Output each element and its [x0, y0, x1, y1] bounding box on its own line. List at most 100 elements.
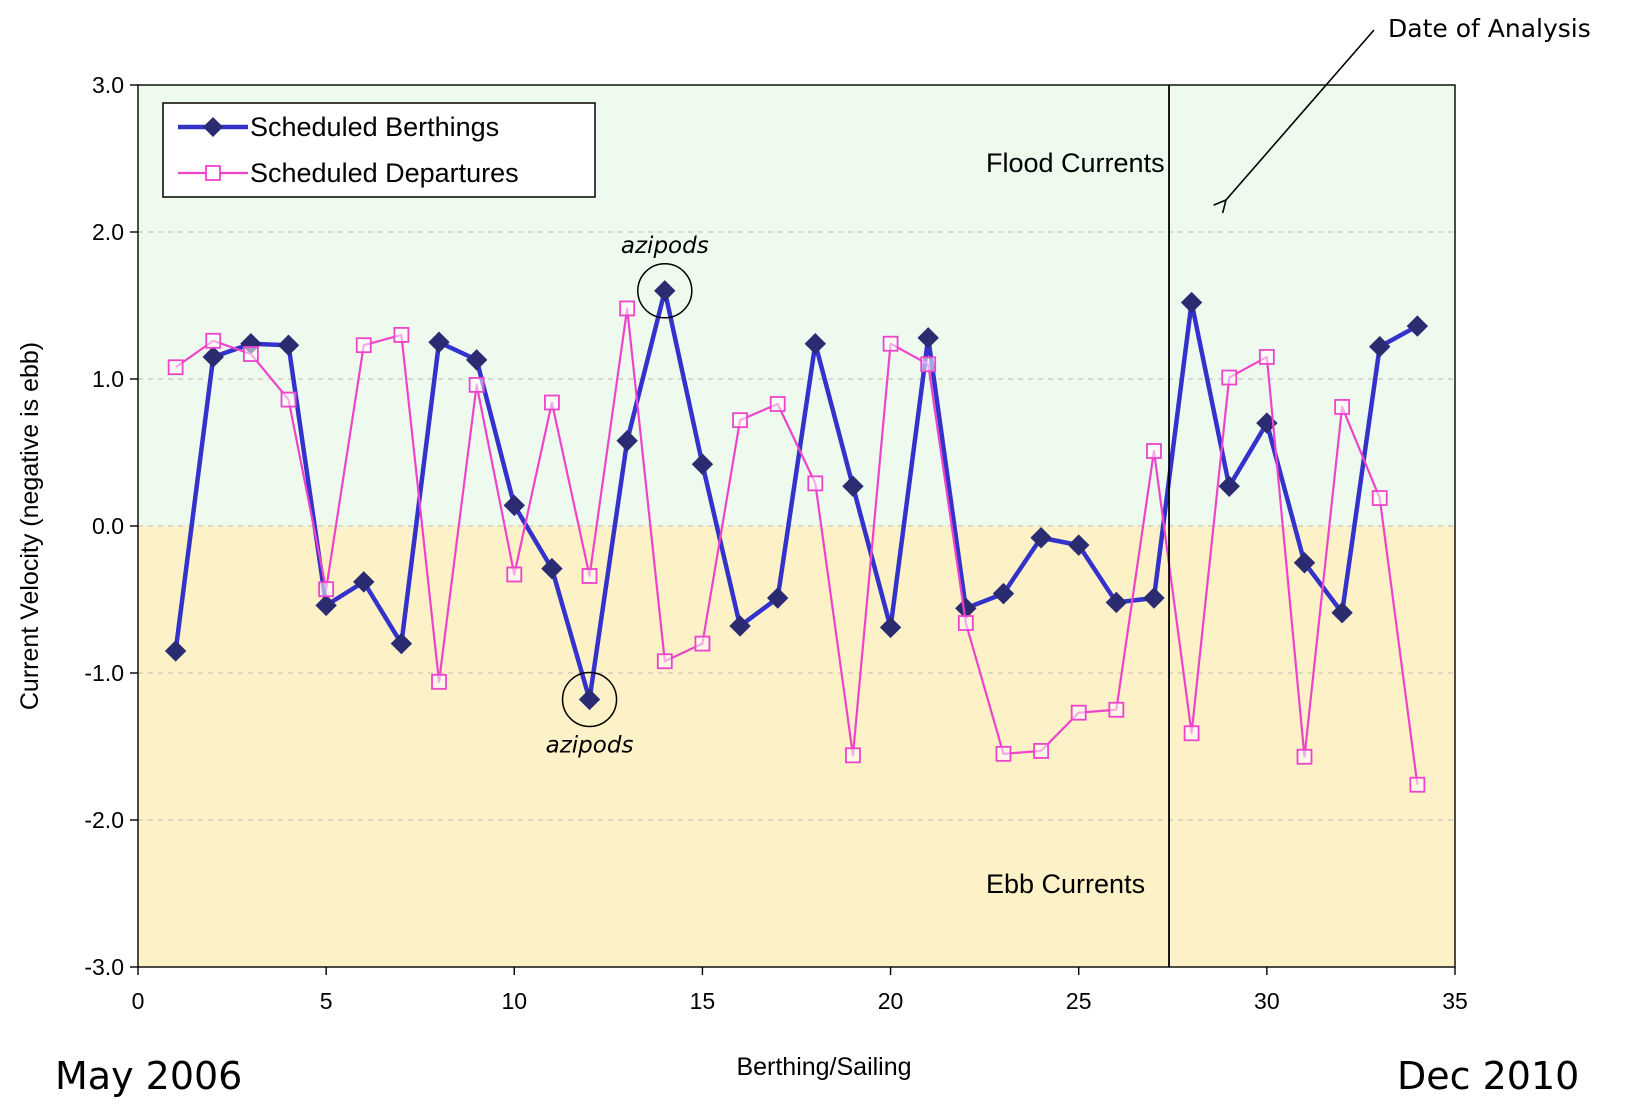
- y-axis-title: Current Velocity (negative is ebb): [16, 342, 44, 710]
- ebb-currents-label: Ebb Currents: [986, 869, 1145, 899]
- departure-point: [1221, 369, 1238, 386]
- berthing-point: [541, 557, 563, 580]
- y-tick-label: -1.0: [84, 660, 124, 686]
- berthing-point: [164, 640, 187, 662]
- departure-point: [1334, 399, 1351, 415]
- berthing-point: [1180, 291, 1203, 314]
- departure-point: [1183, 725, 1200, 742]
- ebb-region: [138, 526, 1455, 967]
- departure-point: [205, 332, 222, 349]
- departures-line: [174, 307, 1419, 785]
- departure-point: [393, 326, 410, 343]
- start-date-caption: May 2006: [55, 1054, 243, 1098]
- departure-point: [1409, 776, 1426, 793]
- x-tick-label: 15: [690, 988, 716, 1014]
- berthing-point: [1369, 335, 1391, 358]
- x-tick-label: 5: [320, 988, 333, 1014]
- berthing-point: [729, 615, 751, 637]
- departure-point: [468, 376, 485, 393]
- legend-box: [162, 102, 596, 198]
- x-tick-label: 0: [132, 988, 145, 1014]
- departure-point: [619, 300, 636, 317]
- berthing-point: [766, 587, 789, 609]
- x-tick-label: 30: [1254, 988, 1280, 1014]
- berthing-point: [1331, 602, 1353, 624]
- x-tick-label: 20: [878, 988, 904, 1014]
- berthing-point: [202, 346, 224, 368]
- berthing-point: [1105, 591, 1128, 614]
- y-tick-label: 0.0: [92, 513, 124, 539]
- berthing-point: [804, 333, 827, 355]
- departure-point: [280, 391, 297, 408]
- berthing-point: [503, 494, 525, 517]
- berthing-point: [315, 594, 337, 617]
- x-axis-title: Berthing/Sailing: [736, 1053, 911, 1081]
- legend-berthings-label: Scheduled Berthings: [250, 112, 499, 142]
- berthing-point: [277, 334, 300, 356]
- departure-point: [581, 568, 598, 584]
- y-tick-label: -3.0: [84, 954, 124, 980]
- azipods-circle: [561, 671, 618, 728]
- berthing-point: [1218, 475, 1240, 498]
- departure-point: [1070, 704, 1087, 721]
- departure-point: [1258, 349, 1275, 365]
- azipods-note: azipods: [621, 233, 709, 259]
- end-date-caption: Dec 2010: [1397, 1054, 1580, 1098]
- departure-point: [1033, 743, 1049, 759]
- departure-point: [995, 745, 1012, 762]
- berthing-point: [1406, 315, 1429, 337]
- berthing-point: [578, 688, 601, 711]
- departure-point: [694, 635, 711, 652]
- departure-point: [845, 747, 861, 764]
- departure-point: [656, 653, 673, 670]
- departure-point: [1108, 701, 1125, 718]
- departure-point: [544, 394, 560, 411]
- departure-point: [732, 412, 748, 429]
- berthing-point: [353, 571, 375, 593]
- berthing-point: [842, 475, 864, 498]
- y-tick-label: 2.0: [92, 219, 124, 245]
- departure-point: [355, 337, 372, 354]
- departure-point: [957, 615, 974, 631]
- analysis-date-label: Date of Analysis: [1388, 14, 1591, 43]
- y-tick-label: 3.0: [92, 72, 124, 98]
- x-tick-label: 10: [501, 988, 527, 1014]
- berthing-point: [1068, 534, 1090, 556]
- berthing-point: [1143, 587, 1165, 609]
- legend-departures-label: Scheduled Departures: [250, 158, 519, 188]
- departure-point: [1371, 490, 1388, 506]
- analysis-arrow: [1226, 29, 1375, 200]
- berthing-point: [616, 430, 638, 452]
- berthing-point: [879, 616, 902, 639]
- berthing-point: [1030, 527, 1052, 549]
- flood-currents-label: Flood Currents: [986, 148, 1165, 178]
- berthings-line: [173, 288, 1419, 702]
- departure-point: [1146, 443, 1162, 459]
- departure-point: [882, 335, 899, 352]
- departure-point: [318, 581, 335, 598]
- departure-point: [807, 475, 824, 492]
- legend-swatch-marker: [203, 117, 223, 137]
- berthing-point: [691, 453, 714, 475]
- berthing-point: [428, 331, 450, 353]
- azipods-circle: [637, 263, 693, 319]
- departure-point: [769, 396, 786, 412]
- berthing-point: [654, 280, 676, 302]
- berthing-point: [1293, 552, 1316, 574]
- departure-point: [431, 673, 447, 690]
- departure-point: [242, 346, 259, 362]
- departure-point: [920, 356, 937, 373]
- y-tick-label: -2.0: [84, 807, 124, 833]
- departure-point: [506, 566, 523, 583]
- y-tick-label: 1.0: [92, 366, 124, 392]
- azipods-note: azipods: [546, 732, 634, 758]
- departure-point: [167, 359, 184, 376]
- berthing-point: [992, 582, 1015, 605]
- berthing-point: [917, 327, 939, 349]
- legend-swatch-marker: [205, 165, 221, 181]
- berthing-point: [390, 632, 413, 655]
- berthing-point: [465, 349, 488, 371]
- departure-point: [1296, 748, 1313, 765]
- x-tick-label: 35: [1442, 988, 1468, 1014]
